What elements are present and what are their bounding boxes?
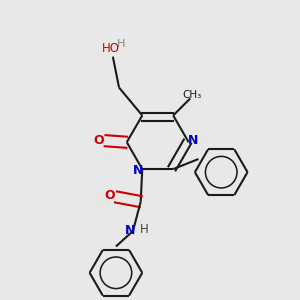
Text: HO: HO [102, 42, 120, 56]
Text: N: N [132, 164, 143, 177]
Text: H: H [140, 223, 148, 236]
Text: N: N [125, 224, 135, 238]
Text: N: N [188, 134, 199, 147]
Text: H: H [116, 39, 125, 49]
Text: CH₃: CH₃ [182, 90, 201, 100]
Text: O: O [104, 189, 115, 202]
Text: O: O [93, 134, 104, 147]
